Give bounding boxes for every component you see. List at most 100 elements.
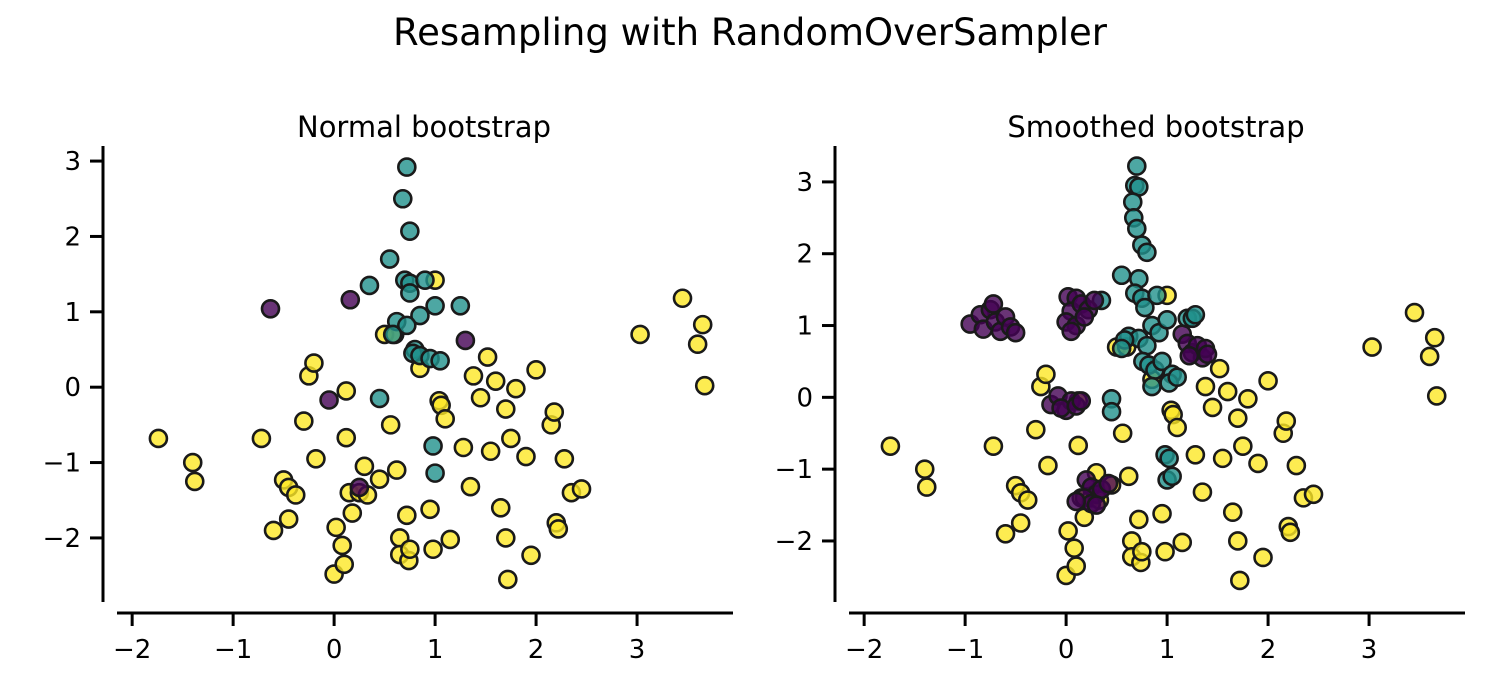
- y-ticks: −2 −1 0 1 2 3: [775, 168, 835, 557]
- scatter-point-class-2: [278, 509, 299, 529]
- scatter-point-class-2: [630, 324, 650, 345]
- scatter-point-class-2: [397, 505, 417, 526]
- axes-smoothed-bootstrap: Smoothed bootstrap −2 −1 0 1 2 3 −2 −1 0 1 2 3: [775, 110, 1465, 665]
- x-tick-label: −2: [845, 635, 883, 665]
- scatter-point-class-2: [1195, 376, 1216, 397]
- scatter-point-class-2: [182, 452, 203, 473]
- scatter-point-class-0: [349, 477, 370, 498]
- x-tick-label: −2: [113, 635, 151, 665]
- x-tick-label: −1: [946, 635, 984, 665]
- scatter-point-class-2: [400, 539, 420, 560]
- scatter-point-class-2: [251, 428, 272, 449]
- x-ticks: −2 −1 0 1 2 3: [845, 613, 1377, 665]
- scatter-point-class-2: [285, 485, 306, 505]
- scatter-point-class-2: [1238, 388, 1258, 409]
- scatter-point-class-2: [687, 334, 708, 355]
- y-tick-label: 2: [796, 240, 813, 270]
- scatter-point-class-2: [1152, 503, 1172, 524]
- scatter-point-class-2: [263, 520, 284, 541]
- y-tick-label: 3: [796, 168, 813, 198]
- scatter-point-class-2: [672, 288, 693, 309]
- scatter-point-class-0: [1098, 473, 1119, 494]
- scatter-point-class-2: [306, 448, 326, 469]
- scatter-point-class-1: [397, 315, 417, 336]
- scatter-point-class-1: [392, 188, 413, 209]
- scatter-point-class-2: [501, 428, 521, 449]
- scatter-point-class-1: [1127, 156, 1147, 176]
- scatter-point-class-2: [463, 366, 484, 386]
- scatter-point-class-1: [369, 388, 390, 409]
- scatter-point-class-2: [1303, 484, 1324, 505]
- scatter-point-class-2: [1230, 570, 1250, 591]
- scatter-point-class-2: [336, 381, 357, 401]
- scatter-point-class-1: [1159, 448, 1179, 469]
- scatter-point-class-0: [1071, 391, 1092, 411]
- scatter-point-class-2: [914, 459, 935, 479]
- scatter-point-class-2: [1222, 502, 1243, 523]
- scatter-point-class-2: [1132, 541, 1152, 562]
- scatter-point-class-0: [319, 390, 339, 410]
- scatter-point-class-2: [1172, 532, 1193, 553]
- x-tick-label: 0: [1058, 635, 1075, 665]
- scatter-point-class-2: [435, 409, 455, 429]
- scatter-point-class-2: [460, 476, 481, 497]
- scatter-point-class-1: [379, 249, 400, 269]
- scatter-point-class-2: [516, 446, 536, 467]
- scatter-point-class-2: [342, 503, 363, 523]
- scatter-point-class-2: [336, 427, 357, 448]
- scatter-point-class-0: [1066, 491, 1087, 512]
- scatter-point-class-2: [334, 554, 355, 575]
- scatter-point-class-2: [294, 411, 314, 431]
- x-tick-label: 2: [528, 635, 545, 665]
- scatter-point-class-1: [1137, 335, 1157, 356]
- y-tick-label: 0: [64, 373, 81, 403]
- scatter-point-class-2: [692, 314, 713, 335]
- scatter-point-class-1: [1111, 265, 1132, 286]
- scatter-point-class-1: [1152, 351, 1172, 372]
- x-tick-label: 3: [629, 635, 646, 665]
- scatter-point-class-1: [425, 463, 445, 483]
- y-tick-label: −2: [775, 527, 813, 557]
- scatter-point-class-2: [1058, 521, 1078, 541]
- scatter-point-class-0: [1179, 345, 1200, 366]
- scatter-point-class-1: [382, 324, 403, 345]
- scatter-point-class-2: [369, 469, 390, 489]
- scatter-point-class-1: [425, 295, 445, 316]
- scatter-point-class-2: [983, 436, 1004, 456]
- scatter-point-class-2: [495, 528, 516, 548]
- scatter-point-class-2: [1185, 444, 1206, 465]
- scatter-point-class-2: [490, 497, 511, 518]
- scatter-point-class-0: [983, 294, 1004, 314]
- scatter-point-class-2: [1026, 419, 1046, 440]
- scatter-point-class-2: [1036, 364, 1056, 385]
- scatter-points: [148, 157, 715, 590]
- figure-suptitle: Resampling with RandomOverSampler: [393, 11, 1108, 54]
- axes-normal-bootstrap: Normal bootstrap −2 −1 0 1 2 3 −2 −1 0 1 2 3: [43, 110, 733, 665]
- scatter-point-class-2: [440, 529, 461, 550]
- scatter-point-class-0: [1084, 290, 1105, 311]
- scatter-point-class-2: [148, 428, 169, 449]
- scatter-point-class-2: [506, 378, 526, 399]
- scatter-point-class-2: [386, 460, 407, 480]
- y-ticks: −2 −1 0 1 2 3: [43, 147, 103, 554]
- scatter-point-class-2: [1064, 538, 1084, 558]
- scatter-point-class-2: [1118, 466, 1139, 487]
- scatter-point-class-0: [1086, 495, 1107, 515]
- y-tick-label: −2: [43, 524, 81, 554]
- scatter-point-class-2: [521, 545, 541, 566]
- scatter-point-class-1: [1157, 309, 1177, 330]
- scatter-point-class-2: [1286, 455, 1307, 476]
- scatter-point-class-2: [1227, 408, 1248, 428]
- scatter-point-class-2: [470, 387, 491, 408]
- scatter-point-class-2: [453, 437, 474, 458]
- scatter-point-class-2: [526, 360, 546, 380]
- scatter-point-class-1: [397, 157, 417, 177]
- x-ticks: −2 −1 0 1 2 3: [113, 613, 645, 665]
- scatter-point-class-2: [1066, 556, 1087, 576]
- scatter-point-class-0: [455, 330, 476, 351]
- scatter-point-class-2: [332, 535, 352, 556]
- scatter-point-class-0: [1197, 344, 1218, 365]
- scatter-point-class-2: [1426, 386, 1447, 406]
- scatter-point-class-0: [1005, 322, 1026, 343]
- scatter-point-class-2: [880, 436, 901, 456]
